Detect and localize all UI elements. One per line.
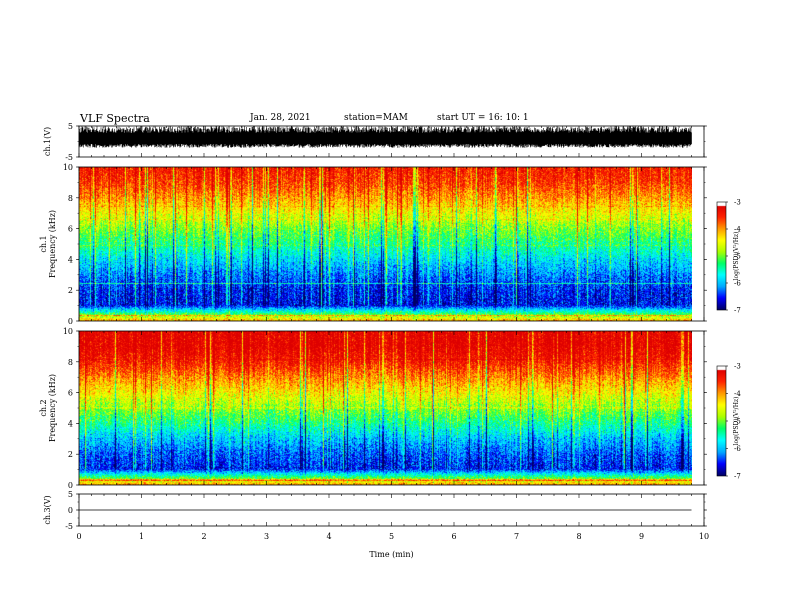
x-tick-label: 7: [514, 532, 519, 541]
colorbar-label: log(PSD)(V²/Hz): [733, 232, 740, 281]
x-tick-label: 6: [451, 532, 456, 541]
y-tick-label: -5: [65, 522, 73, 531]
colorbar-ch1: [717, 202, 726, 310]
y-tick-label: -5: [65, 153, 73, 162]
y-axis-label: ch.3(V): [43, 495, 52, 524]
y-tick-label: 2: [68, 286, 73, 295]
colorbar-tick-label: -4: [734, 390, 741, 398]
y-tick-label: 10: [63, 327, 73, 336]
colorbar-tick-label: -3: [734, 363, 741, 371]
x-tick-label: 5: [389, 532, 394, 541]
y-tick-label: 8: [68, 194, 73, 203]
y-tick-label: 0: [68, 481, 73, 490]
y-tick-label: 6: [68, 225, 73, 234]
y-axis-label: ch.1: [39, 235, 48, 252]
y-tick-label: 8: [68, 358, 73, 367]
colorbar-tick-label: -3: [734, 199, 741, 207]
x-tick-label: 2: [201, 532, 206, 541]
colorbar-tick-label: -7: [734, 307, 741, 315]
y-tick-label: 5: [68, 490, 73, 499]
y-tick-label: 2: [68, 450, 73, 459]
x-tick-label: 1: [139, 532, 144, 541]
x-tick-label: 9: [639, 532, 644, 541]
y-axis-label: ch.1(V): [43, 127, 52, 156]
x-tick-label: 10: [699, 532, 709, 541]
x-tick-label: 4: [326, 532, 331, 541]
y-axis-label: Frequency (kHz): [48, 210, 57, 278]
colorbar-tick-label: -6: [734, 445, 741, 453]
colorbar-tick-label: -5: [734, 418, 741, 426]
spectrogram-ch2: [79, 331, 692, 485]
y-axis-label: ch.2: [39, 399, 48, 416]
spectrogram-ch1: [79, 167, 692, 321]
colorbar-ch2: [717, 366, 726, 476]
y-tick-label: 0: [68, 317, 73, 326]
y-tick-label: 6: [68, 389, 73, 398]
x-axis-label: Time (min): [369, 550, 413, 559]
station-label: station=MAM: [344, 113, 408, 123]
y-tick-label: 4: [68, 255, 73, 264]
y-tick-label: 4: [68, 419, 73, 428]
colorbar-tick-label: -5: [734, 253, 741, 261]
colorbar-tick-label: -4: [734, 226, 741, 234]
figure-title: VLF Spectra: [80, 112, 150, 125]
ch1-waveform-trace: [78, 126, 692, 148]
colorbar-label: log(PSD)(V²/Hz): [733, 397, 740, 446]
x-tick-label: 3: [264, 532, 269, 541]
y-tick-label: 5: [68, 122, 73, 131]
y-axis-label: Frequency (kHz): [48, 374, 57, 442]
x-tick-label: 0: [76, 532, 81, 541]
colorbar-tick-label: -6: [734, 280, 741, 288]
start-time-label: start UT = 16: 10: 1: [437, 113, 529, 123]
date-label: Jan. 28, 2021: [250, 113, 311, 123]
colorbar-tick-label: -7: [734, 473, 741, 481]
y-tick-label: 0: [68, 506, 73, 515]
y-tick-label: 10: [63, 163, 73, 172]
x-tick-label: 8: [576, 532, 581, 541]
